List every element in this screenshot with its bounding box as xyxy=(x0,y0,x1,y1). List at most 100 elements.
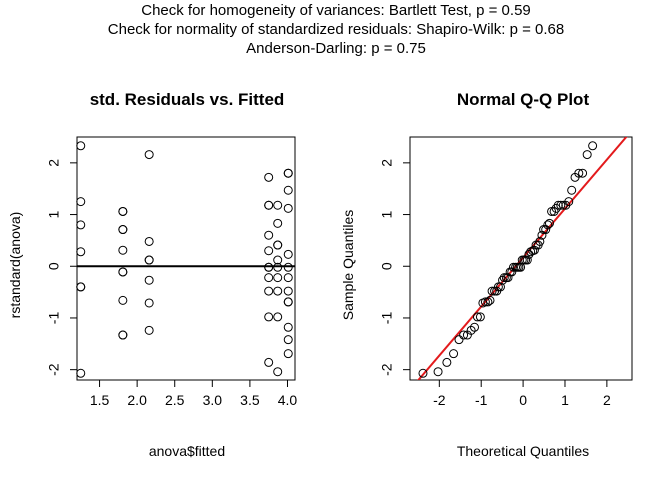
normal-qq-panel: Normal Q-Q Plot Theoretical Quantiles Sa… xyxy=(340,90,633,459)
qq-data-point xyxy=(578,168,588,178)
residuals-data-point xyxy=(264,246,274,256)
residuals-data-point xyxy=(264,230,274,240)
residuals-data-point xyxy=(264,172,274,182)
residuals-x-tick-label: 3.0 xyxy=(203,392,223,408)
residuals-plot-ylabel: rstandard(anova) xyxy=(7,212,23,319)
residuals-data-point xyxy=(144,298,154,308)
qq-data-point xyxy=(549,206,559,216)
residuals-data-point xyxy=(118,225,128,235)
residuals-data-point xyxy=(118,245,128,255)
residuals-x-tick-label: 2.5 xyxy=(165,392,185,408)
qq-data-point xyxy=(485,295,495,305)
residuals-data-point xyxy=(283,322,293,332)
residuals-data-point xyxy=(144,325,154,335)
qq-data-point xyxy=(508,262,518,272)
residuals-data-point xyxy=(273,312,283,322)
residuals-x-tick-label: 4.0 xyxy=(278,392,298,408)
qq-data-point xyxy=(574,168,584,178)
residuals-data-point xyxy=(283,168,293,178)
residuals-data-point xyxy=(264,273,274,283)
residuals-x-tick-label: 3.5 xyxy=(240,392,260,408)
residuals-y-tick-label: 1 xyxy=(46,210,62,218)
qq-data-point xyxy=(544,218,554,228)
qq-data-point xyxy=(588,141,598,151)
residuals-data-point xyxy=(283,349,293,359)
qq-data-point xyxy=(433,367,443,377)
qq-y-tick-label: 0 xyxy=(379,262,395,270)
residuals-data-point xyxy=(283,297,293,307)
qq-data-point xyxy=(522,255,532,265)
header-bartlett-line: Check for homogeneity of variances: Bart… xyxy=(141,2,531,19)
qq-data-point xyxy=(454,335,464,345)
qq-data-point xyxy=(442,357,452,367)
residuals-data-point xyxy=(273,200,283,210)
residuals-data-point xyxy=(144,255,154,265)
residuals-data-point xyxy=(273,286,283,296)
qq-data-point xyxy=(483,297,493,307)
residuals-data-point xyxy=(118,267,128,277)
residuals-y-tick-label: -2 xyxy=(46,363,62,376)
residuals-data-point xyxy=(76,141,86,151)
residuals-data-point xyxy=(76,282,86,292)
qq-data-point xyxy=(480,297,490,307)
residuals-data-point xyxy=(273,262,283,272)
residuals-data-point xyxy=(76,247,86,257)
qq-data-point xyxy=(495,282,505,292)
qq-x-tick-label: 0 xyxy=(519,392,527,408)
residuals-data-point xyxy=(283,185,293,195)
residuals-data-point xyxy=(264,357,274,367)
qq-x-tick-label: -2 xyxy=(433,392,446,408)
qq-x-tick-label: -1 xyxy=(475,392,488,408)
qq-data-point xyxy=(564,197,574,207)
residuals-data-point xyxy=(273,240,283,250)
residuals-data-point xyxy=(76,197,86,207)
qq-data-point xyxy=(449,349,459,359)
residuals-y-tick-label: 0 xyxy=(46,262,62,270)
residuals-data-point xyxy=(118,206,128,216)
residuals-data-point xyxy=(283,203,293,213)
residuals-data-point xyxy=(273,218,283,228)
residuals-data-point xyxy=(264,200,274,210)
qq-data-point xyxy=(547,206,557,216)
qq-data-point xyxy=(493,282,503,292)
qq-data-point xyxy=(543,220,553,230)
residuals-data-point xyxy=(273,273,283,283)
qq-reference-line xyxy=(417,137,628,380)
qq-data-point xyxy=(459,330,469,340)
qq-data-point xyxy=(472,312,482,322)
residuals-plot-frame xyxy=(76,136,296,381)
qq-plot-xlabel: Theoretical Quantiles xyxy=(457,443,589,459)
header-shapiro-line: Check for normality of standardized resi… xyxy=(107,21,565,38)
qq-data-point xyxy=(418,368,428,378)
residuals-data-point xyxy=(144,236,154,246)
qq-data-point xyxy=(487,286,497,296)
qq-plot-frame xyxy=(409,136,633,381)
residuals-data-point xyxy=(264,286,274,296)
header-anderson-line: Anderson-Darling: p = 0.75 xyxy=(246,40,426,57)
qq-y-tick-label: -2 xyxy=(379,363,395,376)
qq-data-point xyxy=(582,150,592,160)
qq-plot-ylabel: Sample Quantiles xyxy=(340,210,356,321)
qq-data-point xyxy=(475,312,485,322)
qq-y-tick-label: 1 xyxy=(379,210,395,218)
qq-data-point xyxy=(499,273,509,283)
residuals-data-point xyxy=(283,335,293,345)
residuals-data-point xyxy=(283,286,293,296)
qq-data-point xyxy=(535,236,545,246)
qq-data-point xyxy=(556,200,566,210)
residuals-data-point xyxy=(283,262,293,272)
residuals-data-point xyxy=(264,312,274,322)
residuals-data-point xyxy=(273,255,283,265)
residuals-data-point xyxy=(144,275,154,285)
residuals-data-point xyxy=(264,262,274,272)
residuals-data-point xyxy=(144,150,154,160)
residuals-data-point xyxy=(283,249,293,259)
residuals-x-tick-label: 2.0 xyxy=(127,392,147,408)
residuals-data-point xyxy=(118,330,128,340)
residuals-x-tick-label: 1.5 xyxy=(90,392,110,408)
qq-data-point xyxy=(466,325,476,335)
residuals-y-tick-label: -1 xyxy=(46,312,62,325)
residuals-plot-xlabel: anova$fitted xyxy=(149,443,225,459)
qq-x-tick-label: 2 xyxy=(603,392,611,408)
